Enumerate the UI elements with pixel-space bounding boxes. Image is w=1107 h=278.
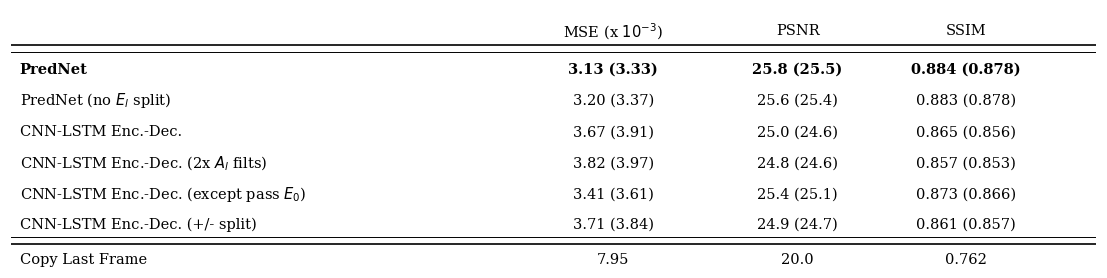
Text: PredNet: PredNet xyxy=(20,63,87,76)
Text: 20.0: 20.0 xyxy=(782,253,814,267)
Text: 3.13 (3.33): 3.13 (3.33) xyxy=(568,63,658,76)
Text: 25.6 (25.4): 25.6 (25.4) xyxy=(757,94,838,108)
Text: MSE (x $10^{-3}$): MSE (x $10^{-3}$) xyxy=(563,21,663,42)
Text: CNN-LSTM Enc.-Dec. (2x $A_l$ filts): CNN-LSTM Enc.-Dec. (2x $A_l$ filts) xyxy=(20,154,267,173)
Text: 25.8 (25.5): 25.8 (25.5) xyxy=(753,63,842,76)
Text: 25.0 (24.6): 25.0 (24.6) xyxy=(757,125,838,139)
Text: 0.865 (0.856): 0.865 (0.856) xyxy=(915,125,1016,139)
Text: 3.82 (3.97): 3.82 (3.97) xyxy=(572,157,654,170)
Text: PredNet (no $E_l$ split): PredNet (no $E_l$ split) xyxy=(20,91,172,110)
Text: 0.873 (0.866): 0.873 (0.866) xyxy=(915,188,1016,202)
Text: 7.95: 7.95 xyxy=(597,253,630,267)
Text: 0.861 (0.857): 0.861 (0.857) xyxy=(915,218,1015,232)
Text: 25.4 (25.1): 25.4 (25.1) xyxy=(757,188,838,202)
Text: 0.857 (0.853): 0.857 (0.853) xyxy=(915,157,1016,170)
Text: 3.71 (3.84): 3.71 (3.84) xyxy=(572,218,653,232)
Text: PSNR: PSNR xyxy=(776,24,819,38)
Text: 0.884 (0.878): 0.884 (0.878) xyxy=(911,63,1021,76)
Text: CNN-LSTM Enc.-Dec. (+/- split): CNN-LSTM Enc.-Dec. (+/- split) xyxy=(20,218,257,232)
Text: 24.8 (24.6): 24.8 (24.6) xyxy=(757,157,838,170)
Text: CNN-LSTM Enc.-Dec. (except pass $E_0$): CNN-LSTM Enc.-Dec. (except pass $E_0$) xyxy=(20,185,307,204)
Text: 3.67 (3.91): 3.67 (3.91) xyxy=(572,125,653,139)
Text: 3.20 (3.37): 3.20 (3.37) xyxy=(572,94,654,108)
Text: SSIM: SSIM xyxy=(945,24,986,38)
Text: 3.41 (3.61): 3.41 (3.61) xyxy=(572,188,653,202)
Text: Copy Last Frame: Copy Last Frame xyxy=(20,253,147,267)
Text: 24.9 (24.7): 24.9 (24.7) xyxy=(757,218,838,232)
Text: 0.762: 0.762 xyxy=(944,253,986,267)
Text: CNN-LSTM Enc.-Dec.: CNN-LSTM Enc.-Dec. xyxy=(20,125,182,139)
Text: 0.883 (0.878): 0.883 (0.878) xyxy=(915,94,1016,108)
